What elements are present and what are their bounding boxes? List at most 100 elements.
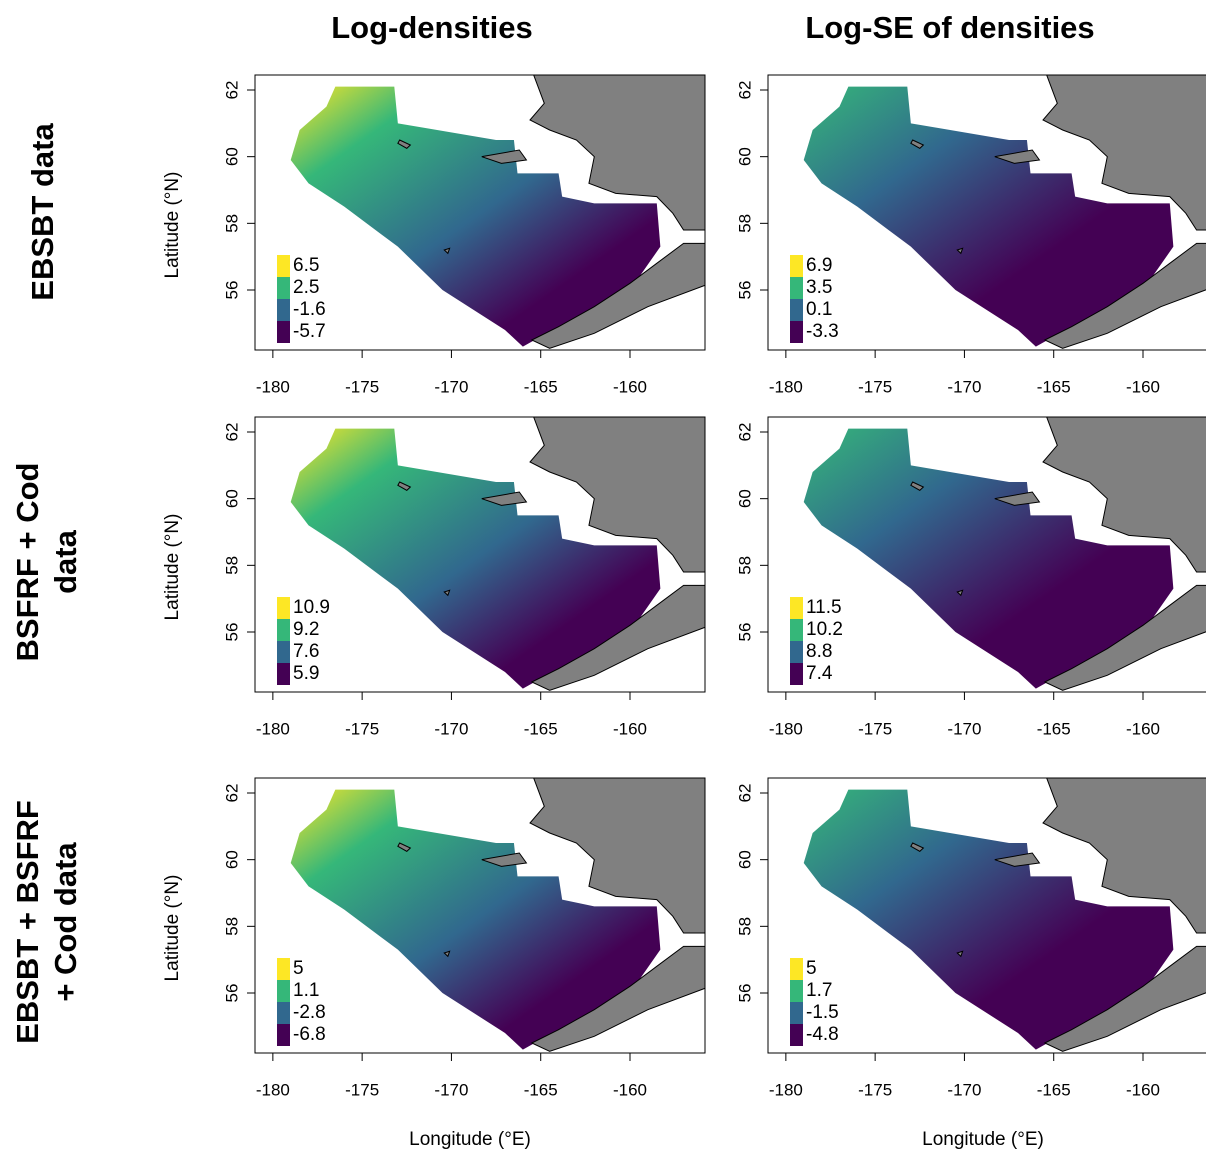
x-tick-label: -170 bbox=[947, 1080, 981, 1099]
land bbox=[1043, 945, 1206, 1052]
x-tick-label: -170 bbox=[434, 719, 468, 738]
island bbox=[956, 950, 964, 958]
x-tick-label: -180 bbox=[256, 719, 290, 738]
legend-swatch bbox=[790, 663, 803, 685]
legend-label: -5.7 bbox=[293, 321, 326, 342]
x-tick-label: -175 bbox=[345, 719, 379, 738]
y-axis-label: Latitude (°N) bbox=[162, 514, 183, 621]
island bbox=[481, 491, 528, 506]
y-tick-label: 62 bbox=[222, 81, 241, 100]
land bbox=[529, 75, 705, 231]
plot-frame bbox=[767, 74, 1206, 351]
map-panel bbox=[290, 778, 705, 1052]
x-tick-label: -165 bbox=[1037, 719, 1071, 738]
legend-label: 5 bbox=[293, 958, 304, 979]
x-tick-label: -160 bbox=[1126, 377, 1160, 396]
legend-swatch bbox=[277, 663, 290, 685]
plot-frame bbox=[767, 416, 1206, 693]
legend-swatch bbox=[790, 958, 803, 980]
x-tick-label: -180 bbox=[769, 1080, 803, 1099]
legend-label: 7.6 bbox=[293, 641, 319, 662]
island bbox=[443, 247, 451, 255]
survey-area bbox=[803, 86, 1174, 347]
row-label: EBSBT + BSFRF bbox=[10, 800, 45, 1044]
island bbox=[397, 842, 412, 852]
legend-label: 1.1 bbox=[293, 980, 319, 1001]
legend-swatch bbox=[790, 980, 803, 1002]
legend-label: 10.2 bbox=[806, 619, 843, 640]
y-tick-label: 60 bbox=[222, 850, 241, 869]
x-tick-label: -170 bbox=[434, 377, 468, 396]
y-tick-label: 62 bbox=[735, 784, 754, 803]
row-label: BSFRF + Cod bbox=[10, 463, 45, 662]
x-tick-label: -175 bbox=[345, 1080, 379, 1099]
x-tick-label: -160 bbox=[1126, 1080, 1160, 1099]
legend-swatch bbox=[790, 1024, 803, 1046]
land bbox=[530, 945, 705, 1052]
island bbox=[481, 149, 528, 164]
island bbox=[994, 149, 1041, 164]
legend-label: -3.3 bbox=[806, 321, 839, 342]
legend-label: -2.8 bbox=[293, 1002, 326, 1023]
legend-swatch bbox=[790, 277, 803, 299]
x-tick-label: -180 bbox=[256, 377, 290, 396]
y-tick-label: 60 bbox=[735, 489, 754, 508]
land bbox=[1042, 778, 1206, 934]
y-tick-label: 62 bbox=[735, 423, 754, 442]
legend-swatch bbox=[790, 321, 803, 343]
plot-frame bbox=[254, 416, 706, 693]
y-axis-label: Latitude (°N) bbox=[162, 172, 183, 279]
map-panel bbox=[803, 778, 1206, 1052]
x-tick-label: -170 bbox=[947, 719, 981, 738]
x-tick-label: -160 bbox=[613, 1080, 647, 1099]
legend-label: 6.9 bbox=[806, 255, 832, 276]
island bbox=[910, 842, 925, 852]
y-tick-label: 58 bbox=[735, 214, 754, 233]
map-panel bbox=[290, 75, 705, 349]
survey-area bbox=[803, 789, 1174, 1050]
legend-label: 11.5 bbox=[806, 597, 842, 618]
legend-label: -1.6 bbox=[293, 299, 326, 320]
legend-swatch bbox=[277, 597, 290, 619]
survey-area bbox=[803, 428, 1174, 689]
legend-swatch bbox=[277, 1024, 290, 1046]
legend-label: 10.9 bbox=[293, 597, 330, 618]
legend-swatch bbox=[790, 1002, 803, 1024]
legend-swatch bbox=[277, 321, 290, 343]
x-axis-label: Longitude (°E) bbox=[409, 1129, 531, 1150]
x-tick-label: -180 bbox=[769, 719, 803, 738]
land bbox=[1042, 75, 1206, 231]
map-panel bbox=[290, 417, 705, 691]
y-tick-label: 56 bbox=[735, 281, 754, 300]
legend-label: 5 bbox=[806, 958, 817, 979]
legend-label: 6.5 bbox=[293, 255, 319, 276]
land bbox=[530, 584, 705, 691]
land bbox=[530, 242, 705, 349]
land bbox=[1043, 242, 1206, 349]
x-tick-label: -165 bbox=[524, 1080, 558, 1099]
y-axis-label: Latitude (°N) bbox=[162, 875, 183, 982]
legend-label: 1.7 bbox=[806, 980, 832, 1001]
x-tick-label: -165 bbox=[524, 719, 558, 738]
legend-label: 2.5 bbox=[293, 277, 319, 298]
island bbox=[397, 481, 412, 491]
legend-label: -1.5 bbox=[806, 1002, 839, 1023]
x-tick-label: -165 bbox=[1037, 377, 1071, 396]
y-tick-label: 58 bbox=[735, 556, 754, 575]
island bbox=[910, 139, 925, 149]
row-label: + Cod data bbox=[48, 842, 83, 1002]
y-tick-label: 58 bbox=[735, 917, 754, 936]
legend-label: 0.1 bbox=[806, 299, 832, 320]
legend-swatch bbox=[277, 255, 290, 277]
column-title: Log-densities bbox=[331, 10, 533, 45]
y-tick-label: 56 bbox=[222, 623, 241, 642]
y-tick-label: 56 bbox=[222, 281, 241, 300]
island bbox=[481, 852, 528, 867]
y-tick-label: 60 bbox=[735, 850, 754, 869]
row-label: EBSBT data bbox=[25, 123, 60, 301]
legend-swatch bbox=[790, 619, 803, 641]
island bbox=[994, 852, 1041, 867]
y-tick-label: 60 bbox=[222, 147, 241, 166]
